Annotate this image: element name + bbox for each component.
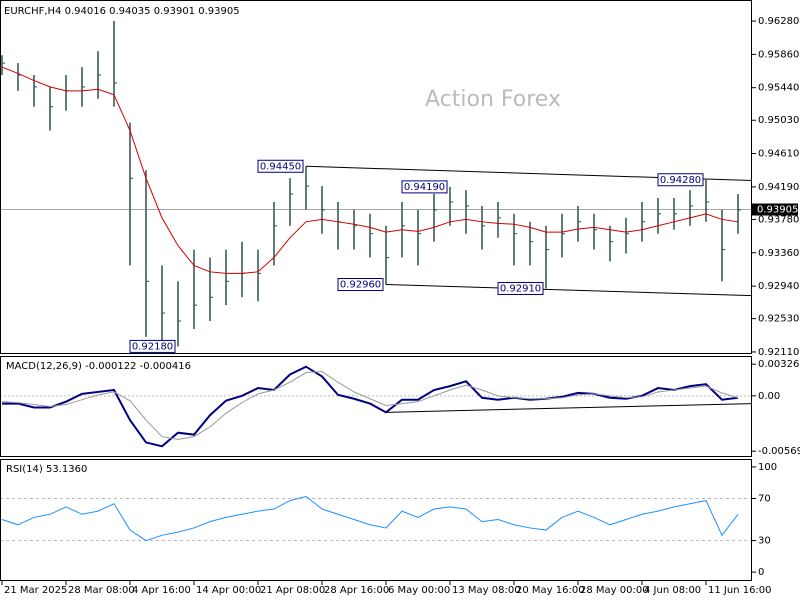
x-tick-label: 21 Mar 2025 <box>4 585 67 596</box>
y-tick-label: 0.93360 <box>758 248 799 259</box>
trendline <box>385 284 753 297</box>
y-tick-label: 0.92530 <box>758 314 799 325</box>
x-tick-label: 11 Jun 16:00 <box>708 585 772 596</box>
level-label: 0.92910 <box>500 283 541 294</box>
level-box <box>497 281 544 295</box>
y-tick-label: 0.003263 <box>758 359 800 370</box>
x-tick-label: 6 May 00:00 <box>388 585 450 596</box>
y-tick-label: 100 <box>758 462 777 473</box>
y-tick-label: 0.93780 <box>758 214 799 225</box>
rsi-line <box>1 495 739 542</box>
level-box <box>657 173 704 187</box>
x-tick-label: 4 Jun 08:00 <box>644 585 701 596</box>
y-tick-label: 0.96280 <box>758 16 799 27</box>
level-label: 0.94190 <box>404 182 445 193</box>
y-tick-label: 0.94610 <box>758 149 799 160</box>
y-tick-label: 0 <box>758 567 764 578</box>
y-tick-label: 0.92110 <box>758 347 799 358</box>
level-box <box>401 180 448 194</box>
x-tick-label: 14 Apr 00:00 <box>196 585 261 596</box>
low: 0.93901 <box>154 6 195 17</box>
y-tick-label: 0.92940 <box>758 281 799 292</box>
open: 0.94016 <box>65 6 106 17</box>
y-tick-label: 70 <box>758 493 771 504</box>
x-tick-label: 4 Apr 16:00 <box>132 585 191 596</box>
y-tick-label: 0.00 <box>758 391 780 402</box>
level-label: 0.94280 <box>660 175 701 186</box>
macd-line <box>1 371 739 441</box>
x-tick-label: 28 May 00:00 <box>580 585 649 596</box>
rsi-frame <box>0 459 752 581</box>
y-tick-label: 0.95440 <box>758 83 799 94</box>
price-header: EURCHF,H4 0.94016 0.94035 0.93901 0.9390… <box>4 6 240 17</box>
y-tick-label: 30 <box>758 536 771 547</box>
macd-title: MACD(12,26,9) -0.000122 -0.000416 <box>6 361 191 372</box>
x-tick-label: 28 Mar 08:00 <box>68 585 135 596</box>
close: 0.93905 <box>198 6 239 17</box>
level-box <box>129 339 176 353</box>
level-box <box>257 159 304 173</box>
level-label: 0.92180 <box>132 341 173 352</box>
macd-trendline <box>385 403 753 413</box>
y-tick-label: 0.94190 <box>758 182 799 193</box>
price-frame <box>0 0 752 354</box>
y-tick-label: 0.95030 <box>758 115 799 126</box>
macd-frame <box>0 356 752 457</box>
last-price-box <box>752 203 798 216</box>
level-label: 0.94450 <box>260 161 301 172</box>
level-box <box>337 278 384 292</box>
y-tick-label: 0.95860 <box>758 49 799 60</box>
x-tick-label: 13 May 08:00 <box>452 585 521 596</box>
x-tick-label: 21 Apr 08:00 <box>260 585 325 596</box>
y-tick-label: -0.005699 <box>758 446 800 457</box>
rsi-title: RSI(14) 53.1360 <box>6 464 87 475</box>
level-label: 0.92960 <box>340 280 381 291</box>
high: 0.94035 <box>109 6 150 17</box>
last-price-label: 0.93905 <box>757 205 798 216</box>
macd-line <box>2 365 739 448</box>
watermark: Action Forex <box>425 87 561 112</box>
layers: 0.96280 0.95860 0.95440 0.95030 0.94610 0.941… <box>0 16 800 596</box>
symbol: EURCHF,H4 <box>4 6 61 17</box>
x-tick-label: 20 May 16:00 <box>516 585 585 596</box>
x-tick-label: 28 Apr 16:00 <box>324 585 389 596</box>
moving-average <box>1 66 739 274</box>
